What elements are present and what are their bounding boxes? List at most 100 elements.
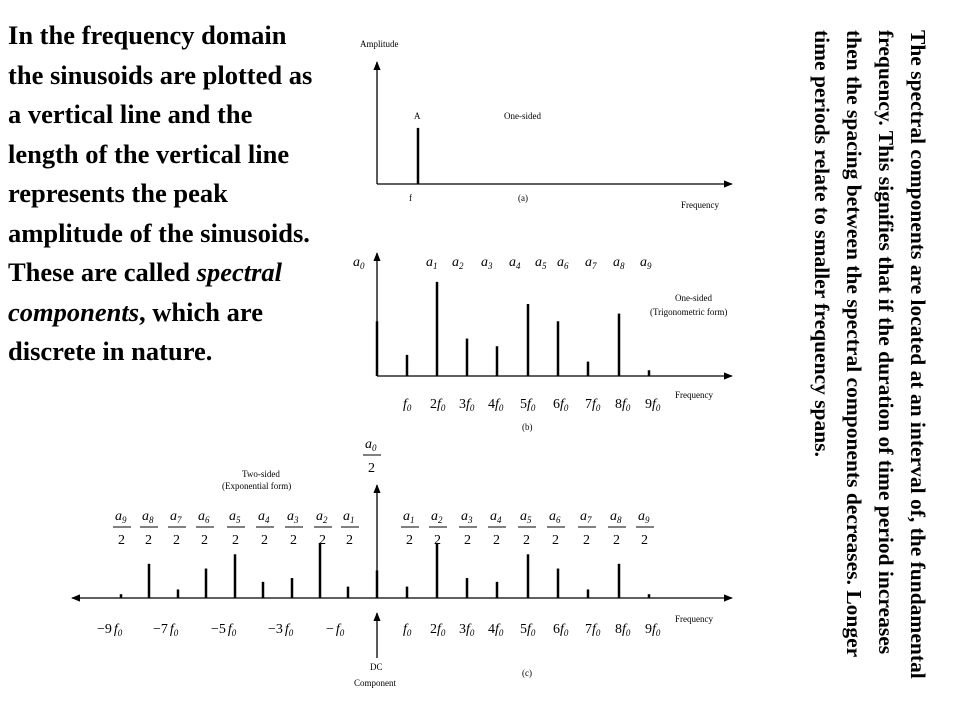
- panel-c-mode-sublabel: (Exponential form): [222, 481, 291, 491]
- fraction-numerator: a9: [638, 509, 650, 525]
- panel-b-tick-label: 5f0: [520, 397, 536, 413]
- fraction-denominator: 2: [641, 533, 648, 548]
- panel-c-negative-tick: −7 f0: [153, 622, 179, 638]
- fraction-numerator: a5: [229, 509, 241, 525]
- panel-a-y-axis-label: Amplitude: [360, 39, 399, 49]
- panel-b-tick-label: 3f0: [459, 397, 475, 413]
- panel-c-mode-label: Two-sided: [242, 469, 280, 479]
- left-text-emphasis: spectral components: [8, 257, 283, 327]
- panel-a-line-label: A: [414, 111, 421, 121]
- panel-c-positive-tick: 7f0: [585, 622, 601, 638]
- fraction-denominator: 2: [464, 533, 471, 548]
- panel-c-negative-coef: a3 2: [285, 509, 303, 548]
- panel-b-tick-label: f0: [403, 397, 412, 413]
- panel-c: a92a82a72a62a52a42a32a22a12a12a22a32a42a…: [71, 437, 733, 688]
- panel-c-x-axis-label: Frequency: [675, 614, 713, 624]
- fraction-denominator: 2: [613, 533, 620, 548]
- panel-c-negative-coef: a2 2: [314, 509, 332, 548]
- panel-c-negative-coef: a8 2: [140, 509, 158, 548]
- panel-b-coef-label: a4: [509, 255, 521, 271]
- panel-c-negative-tick: −9 f0: [97, 622, 123, 638]
- panel-c-positive-coef: a5 2: [518, 509, 536, 548]
- panel-c-negative-coef: a4 2: [256, 509, 274, 548]
- panel-b-coef-label: a7: [585, 255, 597, 271]
- panel-c-positive-coef: a4 2: [488, 509, 506, 548]
- panel-b-coef-label: a5: [535, 255, 547, 271]
- fraction-numerator: a6: [198, 509, 210, 525]
- panel-c-positive-tick: 5f0: [520, 622, 536, 638]
- fraction-denominator: 2: [261, 533, 268, 548]
- panel-c-dc-coef: a0 2: [363, 437, 381, 476]
- fraction-denominator: 2: [406, 533, 413, 548]
- panel-c-positive-tick: 6f0: [553, 622, 569, 638]
- panel-b-x-axis-label: Frequency: [675, 390, 713, 400]
- fraction-denominator: 2: [118, 533, 125, 548]
- panel-b-tick-label: 9f0: [645, 397, 661, 413]
- fraction-denominator: 2: [145, 533, 152, 548]
- fraction-numerator: a3: [461, 509, 473, 525]
- panel-b-mode-sublabel: (Trigonometric form): [650, 307, 727, 317]
- panel-b-tick-label: 4f0: [488, 397, 504, 413]
- panel-c-positive-coef: a3 2: [459, 509, 477, 548]
- panel-c-positive-coef: a1 2: [401, 509, 419, 548]
- fraction-denominator: 2: [201, 533, 208, 548]
- panel-c-positive-tick: 4f0: [488, 622, 504, 638]
- panel-c-negative-coef: a7 2: [168, 509, 186, 548]
- panel-b-coef-label: a2: [452, 255, 464, 271]
- panel-b-coef-label: a3: [481, 255, 493, 271]
- fraction-numerator: a1: [343, 509, 355, 525]
- panel-b-caption: (b): [522, 422, 533, 432]
- fraction-denominator: 2: [523, 533, 530, 548]
- panel-c-positive-tick: 8f0: [615, 622, 631, 638]
- panel-c-positive-coef: a2 2: [429, 509, 447, 548]
- panel-c-negative-coef: a5 2: [227, 509, 245, 548]
- fraction-numerator: a7: [580, 509, 592, 525]
- panel-b: a0 a1 a2 a3 a4 a5 a6 a7 a8 a9 f0 2f0 3f0 4f0 5f0 6f0 7f…: [353, 252, 733, 432]
- dc-label-line2: Component: [354, 678, 396, 688]
- panel-c-negative-coef: a9 2: [113, 509, 131, 548]
- fraction-numerator: a4: [258, 509, 270, 525]
- panel-c-caption: (c): [522, 668, 532, 678]
- fraction-numerator: a6: [549, 509, 561, 525]
- fraction-denominator: 2: [346, 533, 353, 548]
- fraction-denominator: 2: [173, 533, 180, 548]
- panel-c-positive-coef: a9 2: [636, 509, 654, 548]
- left-text-part2: , which are discrete in nature.: [8, 296, 263, 367]
- panel-b-coef-label: a6: [557, 255, 569, 271]
- panel-b-coef-label: a9: [640, 255, 652, 271]
- panel-b-tick-label: 7f0: [585, 397, 601, 413]
- fraction-denominator: 2: [493, 533, 500, 548]
- fraction-numerator: a2: [316, 509, 328, 525]
- fraction-numerator: a4: [490, 509, 502, 525]
- panel-c-positive-coef: a6 2: [547, 509, 565, 548]
- fraction-denominator: 2: [232, 533, 239, 548]
- panel-c-negative-tick: −3 f0: [268, 622, 294, 638]
- fraction-numerator: a5: [520, 509, 532, 525]
- panel-a-x-tick: f: [409, 193, 412, 203]
- panel-c-negative-tick: −5 f0: [211, 622, 237, 638]
- left-description: In the frequency domain the sinusoids ar…: [8, 16, 318, 372]
- fraction-numerator: a0: [365, 437, 377, 453]
- panel-c-negative-coef: a6 2: [196, 509, 214, 548]
- panel-c-positive-tick: 9f0: [645, 622, 661, 638]
- fraction-denominator: 2: [552, 533, 559, 548]
- panel-c-positive-tick: 2f0: [430, 622, 446, 638]
- panel-b-coef-label: a8: [613, 255, 625, 271]
- panel-c-negative-tick: − f0: [326, 622, 345, 638]
- panel-b-coef-label: a0: [353, 255, 365, 271]
- left-text-part1: In the frequency domain the sinusoids ar…: [8, 20, 313, 287]
- fraction-denominator: 2: [368, 461, 375, 476]
- panel-c-positive-coef: a8 2: [608, 509, 626, 548]
- fraction-numerator: a8: [610, 509, 622, 525]
- panel-c-positive-tick: f0: [403, 622, 412, 638]
- panel-c-negative-coef: a1 2: [341, 509, 359, 548]
- panel-a-mode-label: One-sided: [504, 111, 541, 121]
- fraction-numerator: a9: [115, 509, 127, 525]
- panel-a: Amplitude A One-sided f (a) Frequency: [360, 39, 733, 210]
- dc-label-line1: DC: [370, 662, 383, 672]
- panel-a-caption: (a): [518, 193, 528, 203]
- fraction-denominator: 2: [583, 533, 590, 548]
- fraction-denominator: 2: [290, 533, 297, 548]
- fraction-numerator: a3: [287, 509, 299, 525]
